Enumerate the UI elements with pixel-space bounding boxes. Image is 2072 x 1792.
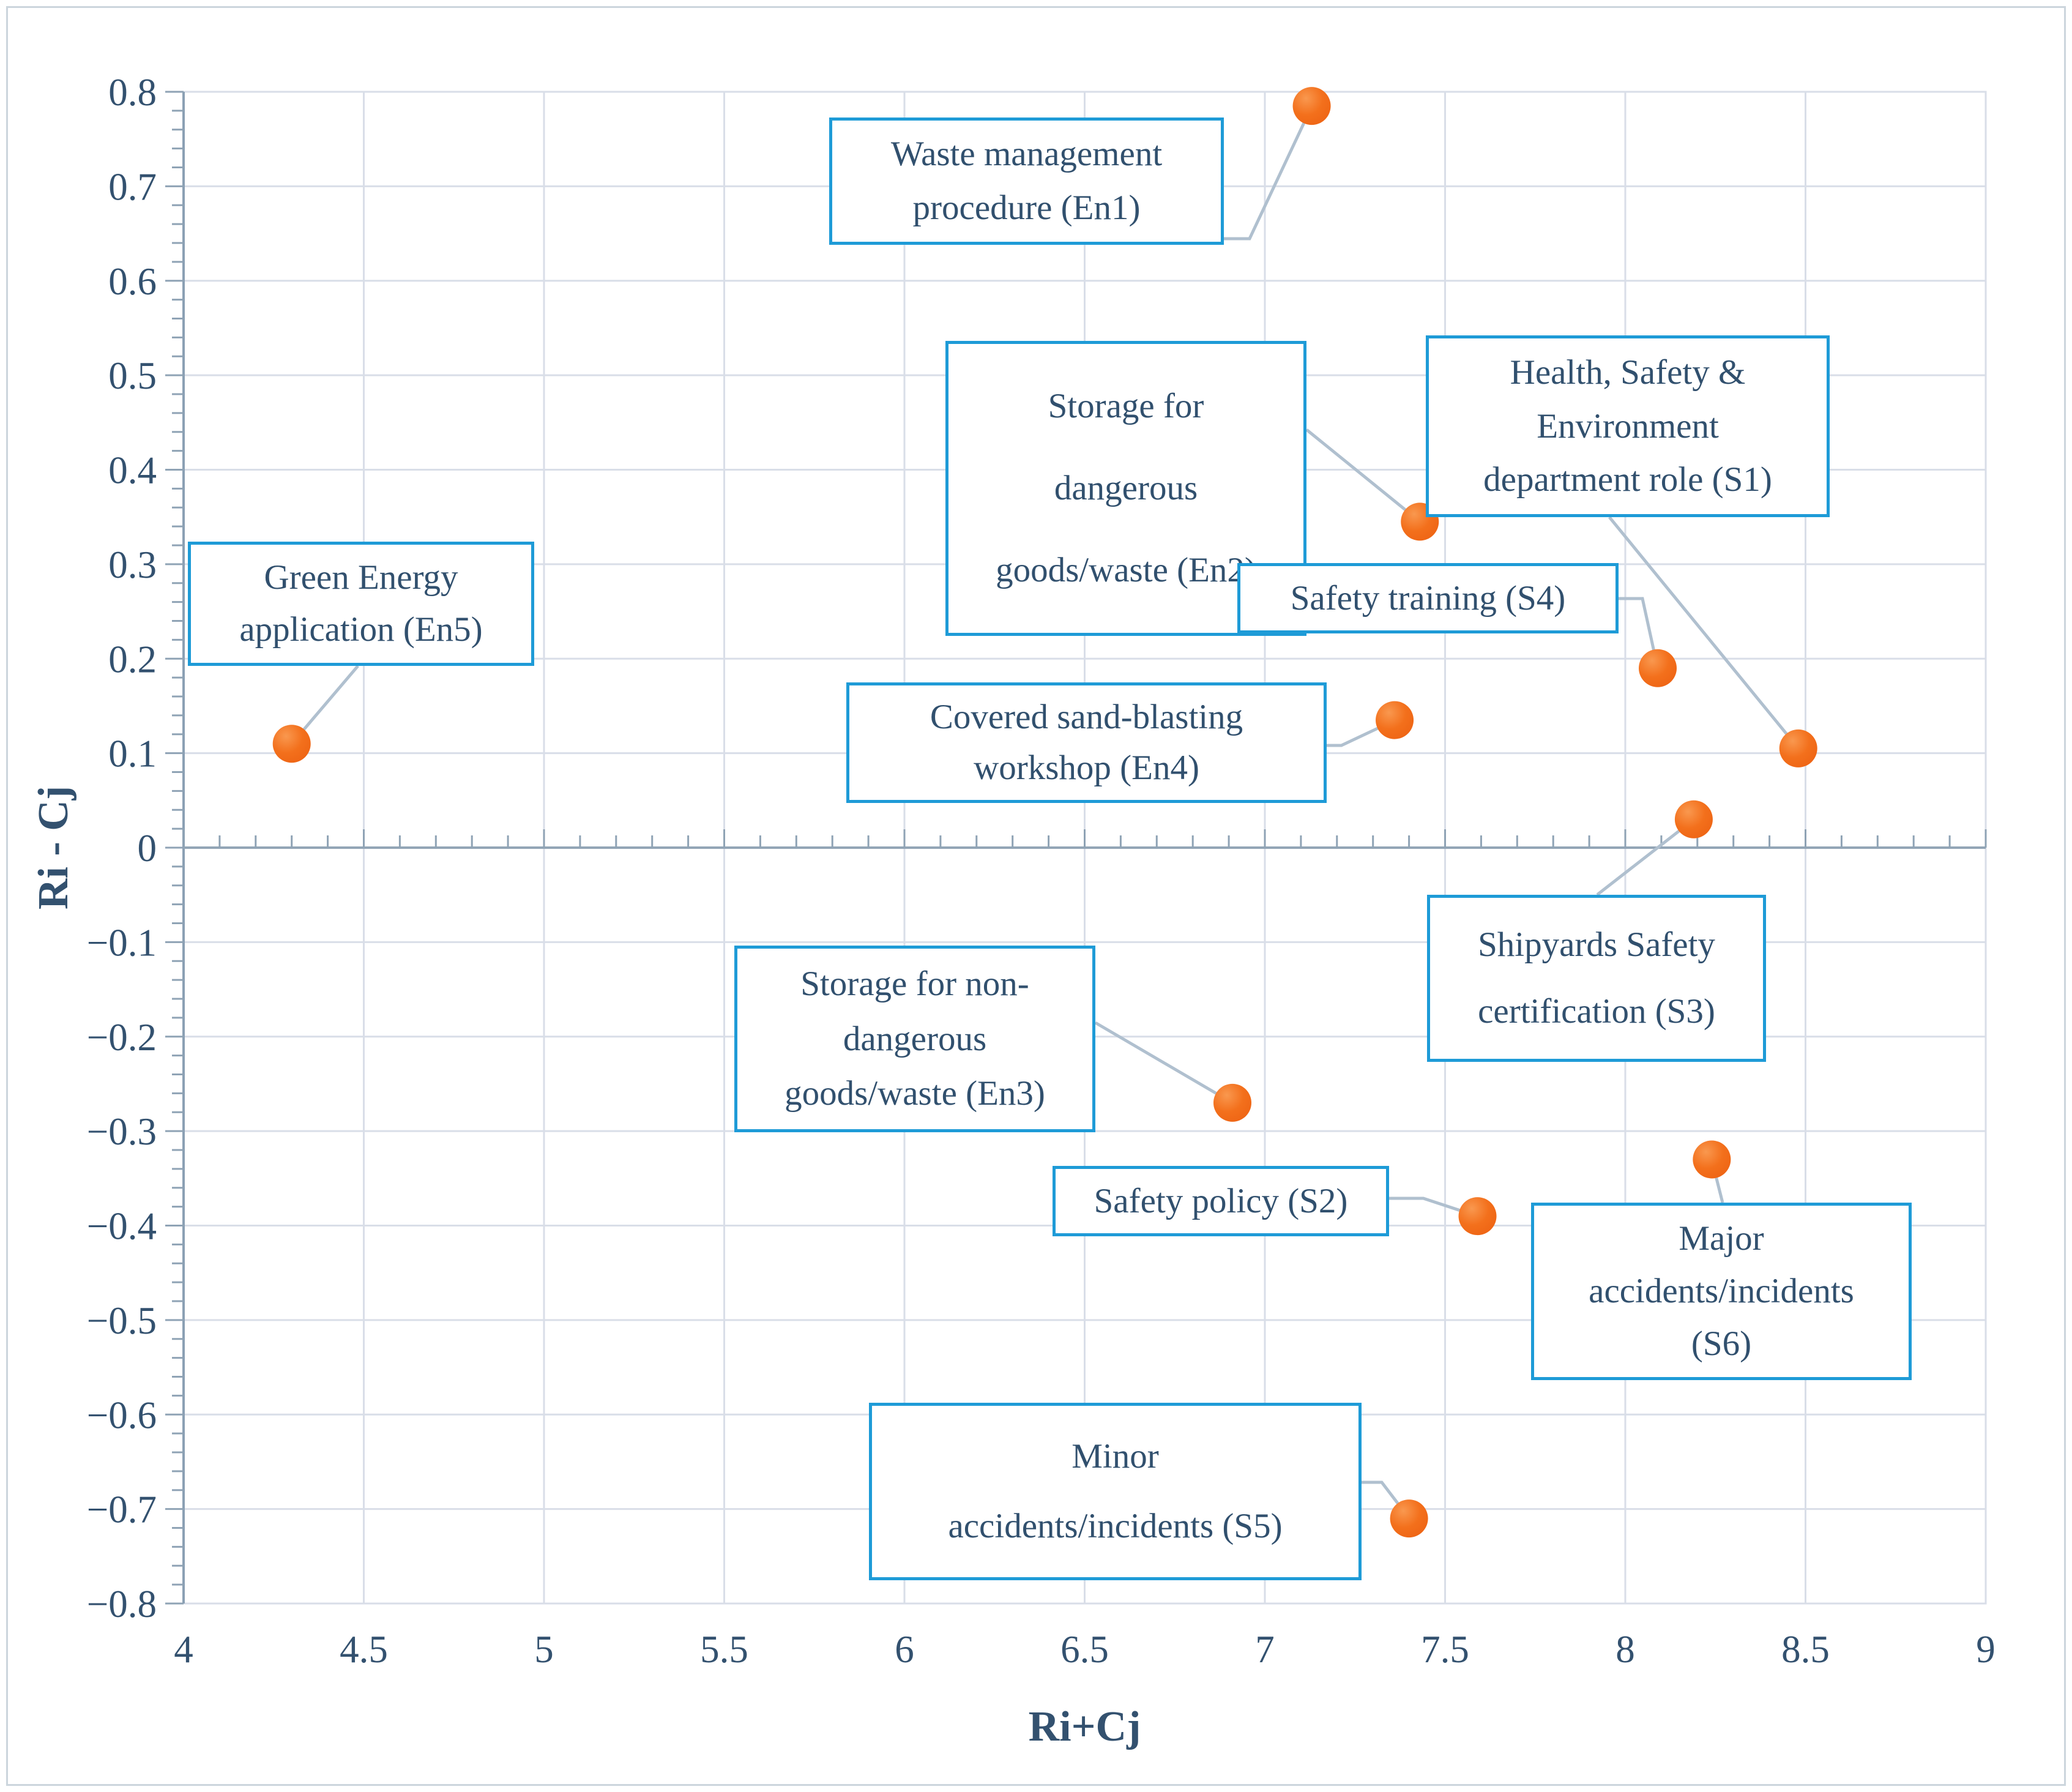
annotation-line: Green Energy bbox=[264, 558, 458, 597]
data-point-En3 bbox=[1213, 1083, 1251, 1122]
annotation-line: Storage for bbox=[1048, 387, 1204, 426]
annotation-box-S3: Shipyards Safety certification (S3) bbox=[1427, 895, 1766, 1062]
y-tick-label: −0.6 bbox=[87, 1394, 157, 1436]
x-tick-label: 5.5 bbox=[700, 1628, 748, 1671]
y-tick-label: 0.2 bbox=[108, 638, 157, 681]
y-tick-label: 0 bbox=[138, 827, 157, 870]
data-point-S3 bbox=[1674, 800, 1713, 838]
x-tick-label: 9 bbox=[1976, 1628, 1996, 1671]
tick-marks bbox=[165, 91, 1987, 1605]
x-tick-label: 5 bbox=[534, 1628, 554, 1671]
data-point-S2 bbox=[1458, 1197, 1497, 1236]
leader-S1 bbox=[1608, 516, 1803, 752]
y-tick-label: 0.7 bbox=[108, 165, 157, 208]
y-tick-label: 0.5 bbox=[108, 354, 157, 397]
x-tick-label: 8 bbox=[1615, 1628, 1635, 1671]
annotation-line: dangerous bbox=[1054, 469, 1198, 508]
tick-labels: 4 4.5 5 5.5 6 6.5 7 7.5 8 8.5 9 0.8 0.7 0.6 0.5 0.4 0.3 0… bbox=[87, 71, 1996, 1671]
y-tick-label: −0.4 bbox=[87, 1205, 157, 1248]
y-tick-label: −0.7 bbox=[87, 1488, 157, 1531]
annotation-box-S6: Major accidents/incidents (S6) bbox=[1531, 1203, 1912, 1380]
x-axis-title: Ri+Cj bbox=[1028, 1703, 1141, 1750]
y-tick-label: 0.8 bbox=[108, 71, 157, 114]
data-point-En4 bbox=[1376, 701, 1414, 739]
annotation-line: application (En5) bbox=[239, 610, 483, 649]
annotation-box-En4: Covered sand-blasting workshop (En4) bbox=[846, 682, 1327, 803]
annotation-box-S5: Minor accidents/incidents (S5) bbox=[869, 1403, 1362, 1580]
x-tick-label: 4.5 bbox=[340, 1628, 388, 1671]
annotation-box-S1: Health, Safety & Environment department ro… bbox=[1426, 335, 1830, 517]
y-tick-label: −0.3 bbox=[87, 1110, 157, 1153]
data-point-En5 bbox=[272, 725, 311, 763]
annotation-box-En5: Green Energy application (En5) bbox=[188, 542, 534, 666]
annotation-line: goods/waste (En2) bbox=[996, 551, 1256, 590]
x-tick-label: 6 bbox=[895, 1628, 914, 1671]
data-point-S4 bbox=[1639, 649, 1677, 687]
annotation-line: (S6) bbox=[1691, 1324, 1752, 1364]
data-point-S6 bbox=[1693, 1140, 1731, 1179]
annotation-line: dangerous bbox=[843, 1019, 987, 1058]
annotation-line: Covered sand-blasting bbox=[930, 697, 1243, 736]
leader-En1 bbox=[1224, 103, 1315, 241]
annotation-line: Major bbox=[1679, 1219, 1764, 1258]
data-points bbox=[272, 87, 1817, 1538]
y-tick-label: 0.3 bbox=[108, 543, 157, 586]
annotation-line: Shipyards Safety bbox=[1478, 925, 1715, 965]
y-tick-label: −0.1 bbox=[87, 921, 157, 964]
annotation-line: Health, Safety & bbox=[1510, 353, 1746, 392]
annotation-line: accidents/incidents (S5) bbox=[948, 1507, 1283, 1546]
data-point-S1 bbox=[1779, 729, 1817, 767]
annotation-line: department role (S1) bbox=[1483, 460, 1772, 499]
annotation-box-S2: Safety policy (S2) bbox=[1053, 1166, 1389, 1236]
y-tick-label: 0.6 bbox=[108, 260, 157, 303]
annotation-line: Minor bbox=[1071, 1436, 1159, 1476]
leader-En3 bbox=[1094, 1021, 1234, 1106]
annotation-line: Safety training (S4) bbox=[1290, 578, 1566, 618]
x-tick-label: 8.5 bbox=[1781, 1628, 1830, 1671]
y-tick-label: 0.4 bbox=[108, 449, 157, 492]
leader-En2 bbox=[1305, 428, 1422, 523]
y-tick-label: −0.5 bbox=[87, 1299, 157, 1342]
x-tick-label: 6.5 bbox=[1060, 1628, 1109, 1671]
x-tick-label: 7.5 bbox=[1421, 1628, 1469, 1671]
annotation-line: certification (S3) bbox=[1478, 992, 1715, 1031]
figure-border bbox=[6, 6, 2066, 1786]
x-tick-label: 7 bbox=[1255, 1628, 1275, 1671]
annotation-box-S4: Safety training (S4) bbox=[1237, 563, 1619, 633]
annotation-box-En3: Storage for non-dangerous goods/waste (En… bbox=[734, 946, 1095, 1132]
annotation-line: Waste management bbox=[890, 135, 1163, 174]
data-point-En1 bbox=[1292, 87, 1331, 125]
y-axis-title: Ri - Cj bbox=[30, 785, 77, 910]
annotation-line: accidents/incidents bbox=[1589, 1272, 1854, 1311]
y-tick-label: −0.2 bbox=[87, 1016, 157, 1059]
annotation-box-En1: Waste management procedure (En1) bbox=[829, 118, 1224, 245]
y-tick-label: −0.8 bbox=[87, 1583, 157, 1626]
annotation-line: workshop (En4) bbox=[974, 749, 1199, 788]
y-tick-label: 0.1 bbox=[108, 733, 157, 775]
data-point-S5 bbox=[1390, 1499, 1428, 1538]
annotation-line: Environment bbox=[1537, 406, 1719, 446]
x-tick-label: 4 bbox=[174, 1628, 193, 1671]
annotation-line: Storage for non- bbox=[800, 964, 1029, 1003]
annotation-line: Safety policy (S2) bbox=[1094, 1181, 1348, 1220]
annotation-line: goods/waste (En3) bbox=[784, 1074, 1045, 1113]
annotation-line: procedure (En1) bbox=[912, 188, 1141, 227]
